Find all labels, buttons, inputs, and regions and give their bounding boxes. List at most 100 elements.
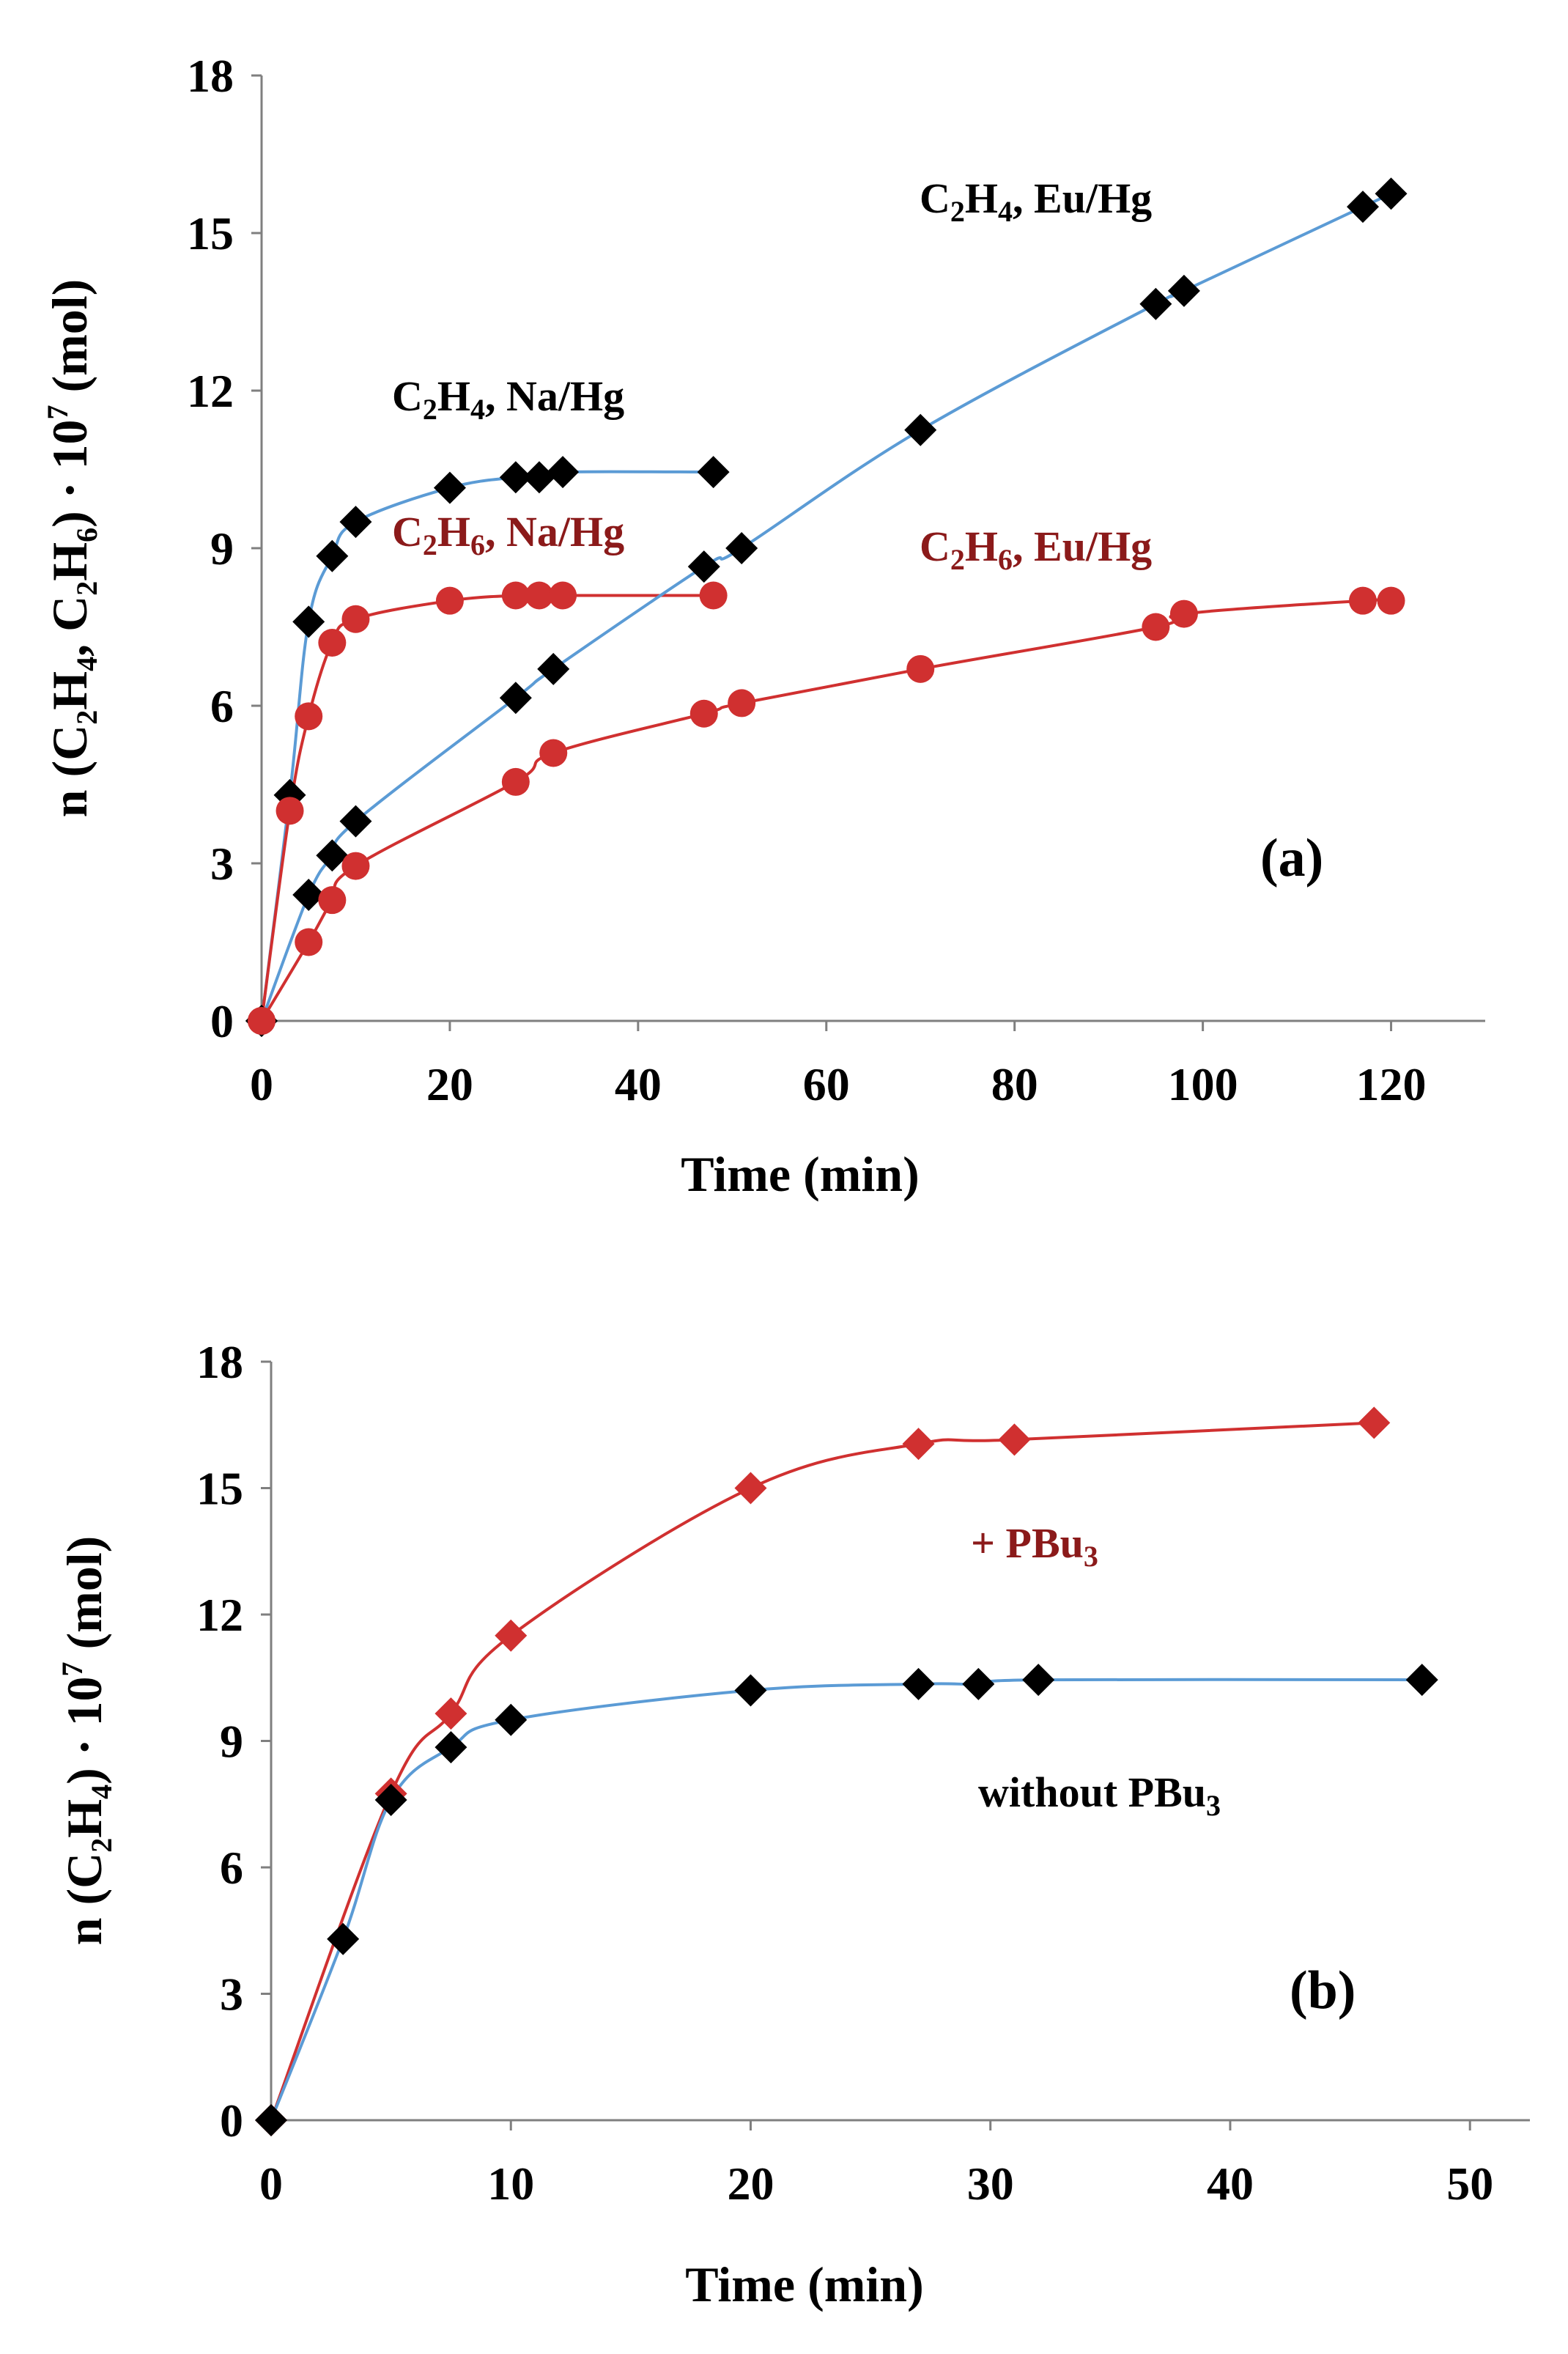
data-point-c2h6-eu-hg <box>1377 586 1405 615</box>
x-tick-label: 0 <box>250 1058 273 1110</box>
panel-b-label: (b) <box>1290 1960 1356 2021</box>
data-point-without-pbu3 <box>495 1703 528 1736</box>
data-point-c2h6-na-hg <box>275 797 304 825</box>
series-line-pbu3 <box>270 1421 1375 2121</box>
data-point-c2h6-na-hg <box>699 581 728 610</box>
series-label-c2h4-na: C2H4, Na/Hg <box>392 372 624 426</box>
data-point-without-pbu3 <box>374 1784 407 1816</box>
y-tick-label: 15 <box>196 1463 243 1515</box>
data-point-c2h6-na-hg <box>435 586 464 615</box>
data-point-c2h4-eu-hg <box>499 682 532 715</box>
y-tick-label: 0 <box>220 2095 243 2147</box>
panel-a-y-axis-title: n (C2H4, C2H6) · 107 (mol) <box>41 279 103 818</box>
data-point-without-pbu3 <box>962 1667 995 1700</box>
series-line-c2h4-eu-hg <box>260 192 1392 1022</box>
x-tick-label: 40 <box>615 1058 662 1110</box>
data-point-c2h4-eu-hg <box>1139 287 1172 320</box>
data-point-c2h6-eu-hg <box>501 767 530 796</box>
data-point-c2h4-eu-hg <box>725 532 758 564</box>
data-point-c2h4-na-hg <box>433 471 466 504</box>
panel-b-series-lines <box>270 1421 1422 2121</box>
data-point-without-pbu3 <box>255 2104 287 2136</box>
y-tick-label: 12 <box>196 1589 243 1641</box>
data-point-c2h6-eu-hg <box>1349 586 1377 615</box>
data-point-c2h6-na-hg <box>525 581 553 610</box>
data-point-c2h4-na-hg <box>522 461 555 494</box>
data-point-c2h6-na-hg <box>318 629 347 657</box>
data-point-without-pbu3 <box>734 1674 767 1707</box>
data-point-c2h4-na-hg <box>697 456 730 489</box>
y-tick-label: 6 <box>220 1842 243 1894</box>
data-point-c2h4-eu-hg <box>316 839 349 872</box>
panel-a-x-axis-title: Time (min) <box>681 1146 920 1202</box>
panel-b-data-points <box>255 1406 1438 2136</box>
data-point-c2h4-eu-hg <box>537 652 570 685</box>
y-tick-label: 3 <box>210 838 234 890</box>
series-label-c2h6-na: C2H6, Na/Hg <box>392 508 624 561</box>
data-point-c2h4-eu-hg <box>1167 274 1200 307</box>
series-label-c2h4-eu: C2H4, Eu/Hg <box>920 174 1152 228</box>
data-point-pbu3 <box>434 1697 467 1730</box>
panel-b-x-ticks: 0 10 20 30 40 50 <box>259 2120 1493 2210</box>
data-point-c2h6-eu-hg <box>906 654 935 683</box>
series-line-c2h6-eu-hg <box>260 598 1391 1022</box>
panel-a: 0 3 6 9 12 15 18 0 20 40 60 80 100 120 Time (min) n … <box>41 50 1485 1202</box>
data-point-c2h6-na-hg <box>295 702 323 731</box>
panel-b-y-ticks: 0 3 6 9 12 15 18 <box>196 1336 271 2147</box>
x-tick-label: 60 <box>803 1058 850 1110</box>
data-point-c2h6-eu-hg <box>1142 613 1170 641</box>
data-point-without-pbu3 <box>434 1731 467 1764</box>
data-point-c2h4-na-hg <box>499 461 532 494</box>
data-point-c2h6-eu-hg <box>728 689 756 717</box>
x-tick-label: 120 <box>1356 1058 1427 1110</box>
data-point-c2h4-eu-hg <box>1347 191 1379 224</box>
x-tick-label: 20 <box>426 1058 473 1110</box>
y-tick-label: 15 <box>187 207 234 259</box>
x-tick-label: 50 <box>1446 2158 1493 2210</box>
panel-a-label: (a) <box>1260 828 1323 888</box>
data-point-pbu3 <box>902 1428 935 1461</box>
data-point-c2h4-na-hg <box>292 605 325 638</box>
x-tick-label: 80 <box>991 1058 1038 1110</box>
data-point-c2h6-eu-hg <box>318 886 347 915</box>
panel-b-y-axis-title: n (C2H4) · 107 (mol) <box>56 1536 118 1946</box>
panel-b-x-axis-title: Time (min) <box>685 2257 924 2312</box>
data-point-c2h6-eu-hg <box>248 1007 275 1035</box>
data-point-c2h4-eu-hg <box>687 550 720 583</box>
data-point-c2h4-na-hg <box>547 456 580 489</box>
y-tick-label: 6 <box>210 680 234 732</box>
data-point-c2h4-eu-hg <box>1375 177 1408 210</box>
y-tick-label: 12 <box>187 365 234 417</box>
x-tick-label: 0 <box>259 2158 283 2210</box>
data-point-c2h6-na-hg <box>501 581 530 610</box>
data-point-c2h6-eu-hg <box>539 739 568 767</box>
x-tick-label: 10 <box>487 2158 534 2210</box>
data-point-c2h6-eu-hg <box>1169 599 1198 628</box>
data-point-pbu3 <box>734 1472 767 1505</box>
series-line-c2h6-na-hg <box>260 593 714 1022</box>
y-tick-label: 9 <box>210 523 234 575</box>
y-tick-label: 18 <box>196 1336 243 1388</box>
data-point-without-pbu3 <box>327 1922 360 1955</box>
panel-a-series-lines <box>260 192 1392 1022</box>
panel-b: 0 3 6 9 12 15 18 0 10 20 30 40 50 Time (min) n (C2H… <box>56 1336 1530 2312</box>
panel-a-x-ticks: 0 20 40 60 80 100 120 <box>250 1021 1427 1110</box>
data-point-c2h4-eu-hg <box>339 805 372 838</box>
series-label-plus-pbu3: + PBu3 <box>971 1519 1098 1573</box>
data-point-c2h4-na-hg <box>316 539 349 572</box>
data-point-c2h4-na-hg <box>339 506 372 539</box>
panel-a-data-points <box>245 177 1408 1037</box>
data-point-c2h6-eu-hg <box>689 699 718 728</box>
y-tick-label: 9 <box>220 1716 243 1768</box>
x-tick-label: 100 <box>1168 1058 1238 1110</box>
data-point-without-pbu3 <box>1405 1664 1438 1697</box>
data-point-pbu3 <box>998 1423 1031 1456</box>
data-point-c2h4-eu-hg <box>292 879 325 911</box>
data-point-without-pbu3 <box>902 1667 935 1700</box>
data-point-c2h4-eu-hg <box>904 413 937 446</box>
x-tick-label: 30 <box>967 2158 1014 2210</box>
series-label-without-pbu3: without PBu3 <box>978 1768 1221 1822</box>
series-label-c2h6-eu: C2H6, Eu/Hg <box>920 523 1152 576</box>
x-tick-label: 40 <box>1207 2158 1254 2210</box>
